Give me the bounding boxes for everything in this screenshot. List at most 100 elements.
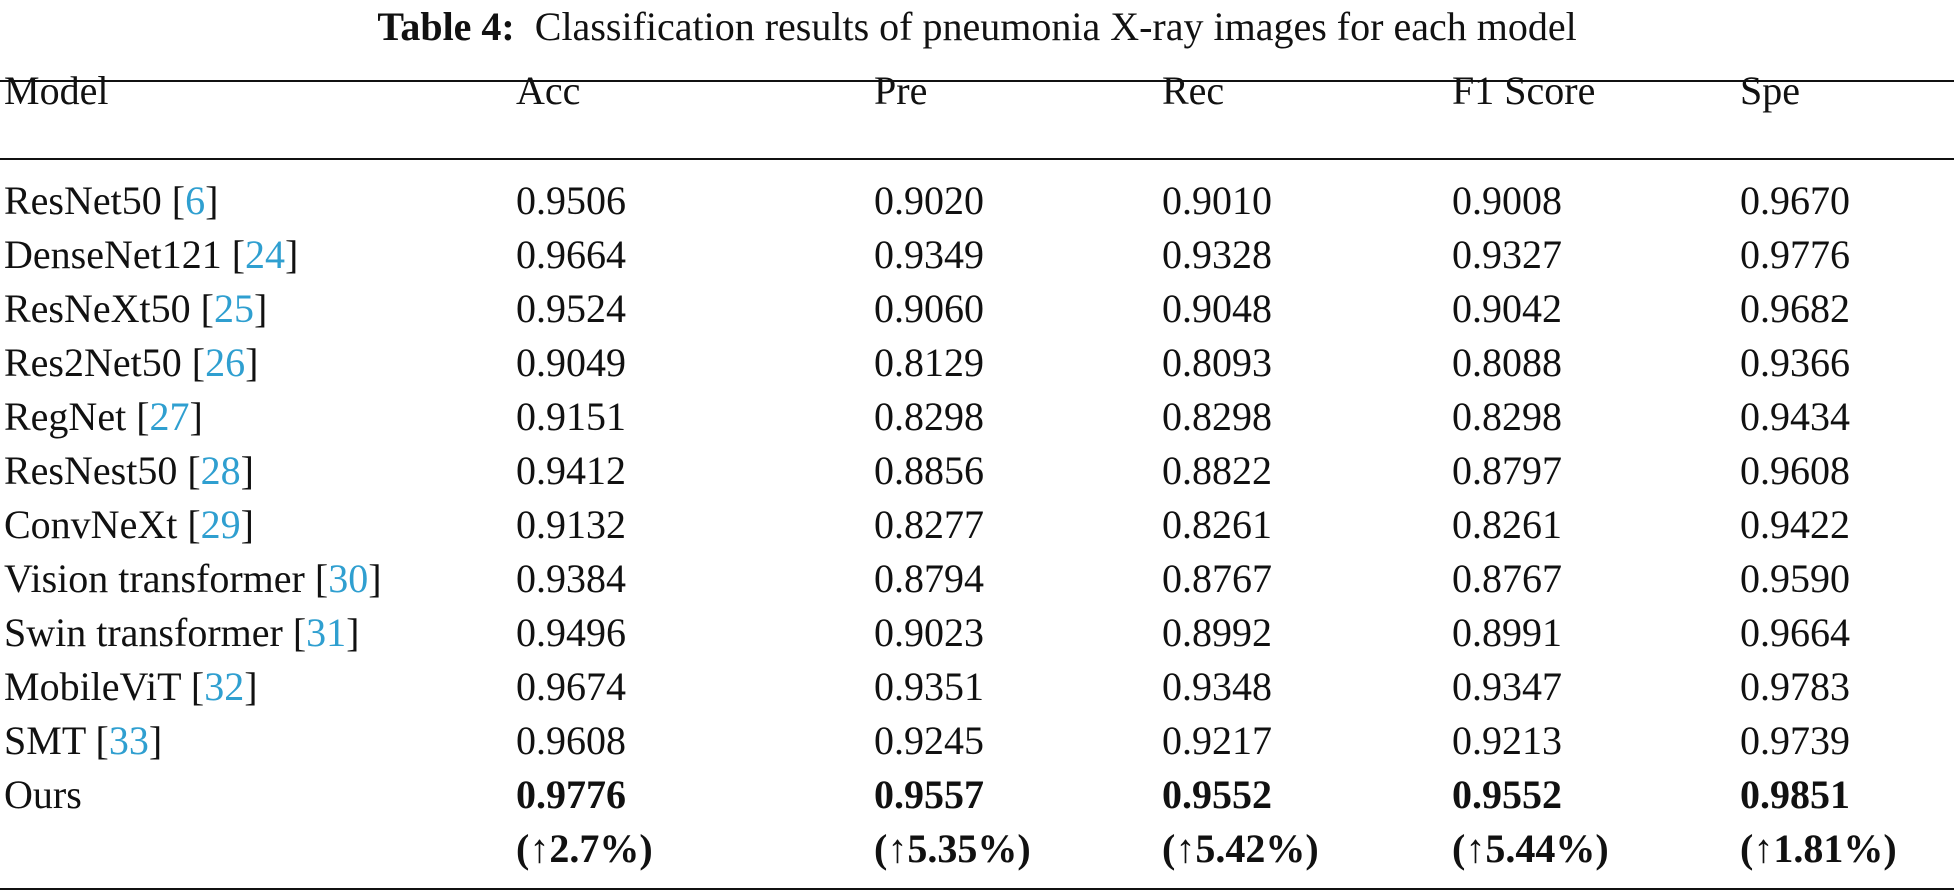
rec-value: 0.9010 [1162, 178, 1272, 223]
spe-improvement: (↑1.81%) [1740, 826, 1897, 871]
pre-value: 0.8298 [874, 394, 984, 439]
citation-link[interactable]: 30 [328, 556, 369, 601]
f1-value: 0.8088 [1452, 340, 1562, 385]
header-pre: Pre [874, 68, 928, 113]
f1-value: 0.8767 [1452, 556, 1562, 601]
header-f1-score: F1 Score [1452, 68, 1596, 113]
citation-link[interactable]: 25 [213, 286, 254, 331]
pre-value: 0.9020 [874, 178, 984, 223]
pre-value: 0.9060 [874, 286, 984, 331]
table-row: SMT [33] 0.9608 0.9245 0.9217 0.9213 0.9… [0, 714, 1954, 768]
rec-value: 0.9328 [1162, 232, 1272, 277]
header-rec: Rec [1162, 68, 1225, 113]
pre-value-best: 0.9557 [874, 772, 984, 817]
pre-value: 0.8277 [874, 502, 984, 547]
table-row: MobileViT [32] 0.9674 0.9351 0.9348 0.93… [0, 660, 1954, 714]
f1-improvement: (↑5.44%) [1452, 826, 1609, 871]
table-row: Res2Net50 [26] 0.9049 0.8129 0.8093 0.80… [0, 336, 1954, 390]
model-name: Swin transformer [31] [4, 610, 360, 655]
rec-value: 0.8298 [1162, 394, 1272, 439]
improvement-row: (↑2.7%) (↑5.35%) (↑5.42%) (↑5.44%) (↑1.8… [0, 822, 1954, 876]
rec-value: 0.8992 [1162, 610, 1272, 655]
spe-value-best: 0.9851 [1740, 772, 1850, 817]
model-name: SMT [33] [4, 718, 163, 763]
citation-link[interactable]: 31 [306, 610, 347, 655]
model-name: RegNet [27] [4, 394, 203, 439]
spe-value: 0.9422 [1740, 502, 1850, 547]
acc-value: 0.9384 [516, 556, 626, 601]
citation-link[interactable]: 27 [149, 394, 190, 439]
acc-value: 0.9049 [516, 340, 626, 385]
spe-value: 0.9682 [1740, 286, 1850, 331]
rec-improvement: (↑5.42%) [1162, 826, 1319, 871]
rec-value: 0.8767 [1162, 556, 1272, 601]
model-name: Res2Net50 [26] [4, 340, 259, 385]
pre-value: 0.9245 [874, 718, 984, 763]
f1-value: 0.8261 [1452, 502, 1562, 547]
header-spe: Spe [1740, 68, 1800, 113]
table-label: Table 4: [377, 4, 515, 49]
rec-value: 0.9048 [1162, 286, 1272, 331]
table-row: ConvNeXt [29] 0.9132 0.8277 0.8261 0.826… [0, 498, 1954, 552]
spe-value: 0.9670 [1740, 178, 1850, 223]
citation-link[interactable]: 28 [200, 448, 241, 493]
spe-value: 0.9783 [1740, 664, 1850, 709]
f1-value: 0.9008 [1452, 178, 1562, 223]
table-row: ResNet50 [6] 0.9506 0.9020 0.9010 0.9008… [0, 174, 1954, 228]
pre-value: 0.9351 [874, 664, 984, 709]
rec-value: 0.8093 [1162, 340, 1272, 385]
pre-value: 0.9023 [874, 610, 984, 655]
bottom-rule [0, 888, 1954, 890]
acc-value: 0.9506 [516, 178, 626, 223]
f1-value: 0.8991 [1452, 610, 1562, 655]
table-caption: Table 4: Classification results of pneum… [0, 0, 1954, 56]
model-name: ResNest50 [28] [4, 448, 254, 493]
rec-value: 0.9217 [1162, 718, 1272, 763]
model-name: ConvNeXt [29] [4, 502, 254, 547]
model-name: ResNet50 [6] [4, 178, 219, 223]
f1-value: 0.9042 [1452, 286, 1562, 331]
header-model: Model [4, 68, 109, 113]
citation-link[interactable]: 33 [108, 718, 149, 763]
acc-value: 0.9674 [516, 664, 626, 709]
acc-value: 0.9132 [516, 502, 626, 547]
citation-link[interactable]: 29 [200, 502, 241, 547]
rec-value-best: 0.9552 [1162, 772, 1272, 817]
acc-value: 0.9412 [516, 448, 626, 493]
table-caption-text: Classification results of pneumonia X-ra… [534, 4, 1577, 49]
rec-value: 0.9348 [1162, 664, 1272, 709]
citation-link[interactable]: 26 [205, 340, 246, 385]
ours-row: Ours 0.9776 0.9557 0.9552 0.9552 0.9851 [0, 768, 1954, 822]
model-name: Vision transformer [30] [4, 556, 382, 601]
f1-value-best: 0.9552 [1452, 772, 1562, 817]
acc-improvement: (↑2.7%) [516, 826, 653, 871]
model-name: MobileViT [32] [4, 664, 258, 709]
spe-value: 0.9664 [1740, 610, 1850, 655]
acc-value: 0.9608 [516, 718, 626, 763]
citation-link[interactable]: 24 [245, 232, 286, 277]
spe-value: 0.9434 [1740, 394, 1850, 439]
spe-value: 0.9590 [1740, 556, 1850, 601]
acc-value: 0.9151 [516, 394, 626, 439]
top-rule [0, 80, 1954, 82]
table-row: Swin transformer [31] 0.9496 0.9023 0.89… [0, 606, 1954, 660]
f1-value: 0.9347 [1452, 664, 1562, 709]
f1-value: 0.9327 [1452, 232, 1562, 277]
pre-improvement: (↑5.35%) [874, 826, 1031, 871]
spe-value: 0.9739 [1740, 718, 1850, 763]
acc-value: 0.9664 [516, 232, 626, 277]
citation-link[interactable]: 6 [185, 178, 206, 223]
pre-value: 0.8129 [874, 340, 984, 385]
header-acc: Acc [516, 68, 581, 113]
model-name-ours: Ours [4, 772, 82, 817]
acc-value: 0.9496 [516, 610, 626, 655]
spe-value: 0.9608 [1740, 448, 1850, 493]
model-name: DenseNet121 [24] [4, 232, 299, 277]
f1-value: 0.8298 [1452, 394, 1562, 439]
acc-value: 0.9524 [516, 286, 626, 331]
citation-link[interactable]: 32 [204, 664, 245, 709]
rec-value: 0.8261 [1162, 502, 1272, 547]
pre-value: 0.8794 [874, 556, 984, 601]
f1-value: 0.8797 [1452, 448, 1562, 493]
pre-value: 0.9349 [874, 232, 984, 277]
